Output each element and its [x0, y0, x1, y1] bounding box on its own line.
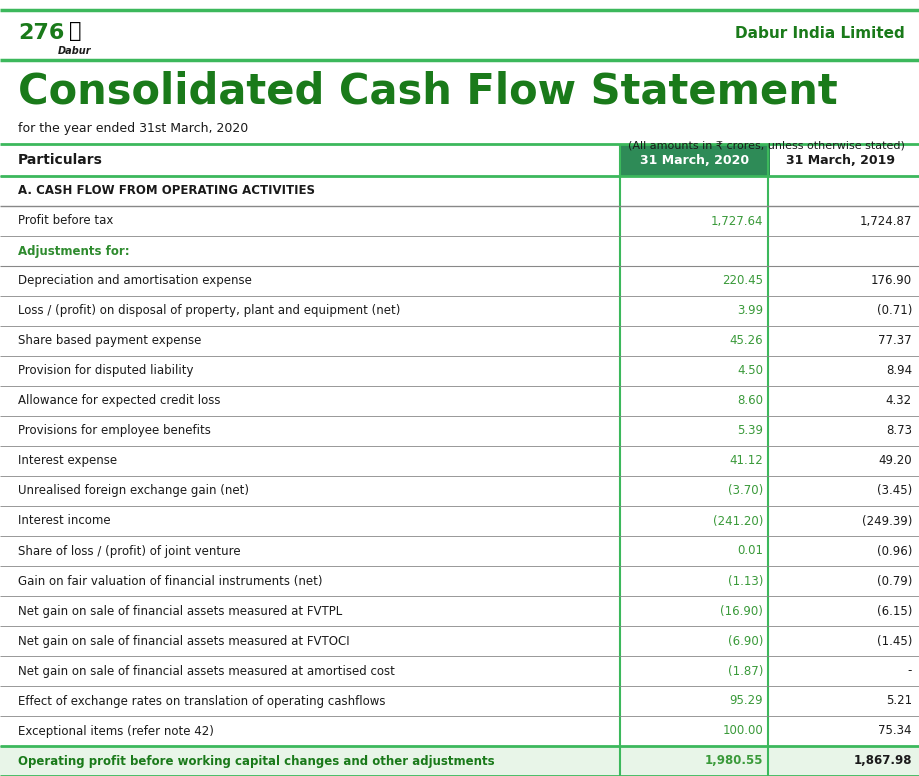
Text: Effect of exchange rates on translation of operating cashflows: Effect of exchange rates on translation … [18, 695, 385, 708]
Text: 5.39: 5.39 [736, 424, 762, 438]
Text: 3.99: 3.99 [736, 304, 762, 317]
Text: 🌳: 🌳 [69, 21, 81, 41]
Text: 4.50: 4.50 [736, 365, 762, 377]
Text: Depreciation and amortisation expense: Depreciation and amortisation expense [18, 275, 252, 287]
Text: Dabur India Limited: Dabur India Limited [734, 26, 904, 40]
Text: Net gain on sale of financial assets measured at amortised cost: Net gain on sale of financial assets mea… [18, 664, 394, 677]
Text: Provisions for employee benefits: Provisions for employee benefits [18, 424, 210, 438]
Text: (0.79): (0.79) [876, 574, 911, 587]
Text: Share of loss / (profit) of joint venture: Share of loss / (profit) of joint ventur… [18, 545, 241, 557]
Text: Particulars: Particulars [18, 153, 103, 167]
Text: 77.37: 77.37 [878, 334, 911, 348]
Text: -: - [907, 664, 911, 677]
Text: Interest income: Interest income [18, 514, 110, 528]
Text: Loss / (profit) on disposal of property, plant and equipment (net): Loss / (profit) on disposal of property,… [18, 304, 400, 317]
Text: Adjustments for:: Adjustments for: [18, 244, 130, 258]
Text: 8.60: 8.60 [736, 394, 762, 407]
Text: (All amounts in ₹ crores, unless otherwise stated): (All amounts in ₹ crores, unless otherwi… [628, 140, 904, 150]
Text: (3.45): (3.45) [876, 484, 911, 497]
Text: A. CASH FLOW FROM OPERATING ACTIVITIES: A. CASH FLOW FROM OPERATING ACTIVITIES [18, 185, 314, 198]
Text: (3.70): (3.70) [727, 484, 762, 497]
Text: 1,727.64: 1,727.64 [709, 214, 762, 227]
Bar [619, 144, 769, 176]
Text: 100.00: 100.00 [721, 725, 762, 737]
Text: 220.45: 220.45 [721, 275, 762, 287]
Text: 1,980.55: 1,980.55 [704, 754, 762, 767]
Text: 95.29: 95.29 [729, 695, 762, 708]
Text: 45.26: 45.26 [729, 334, 762, 348]
Text: Net gain on sale of financial assets measured at FVTOCI: Net gain on sale of financial assets mea… [18, 635, 349, 647]
Text: Interest expense: Interest expense [18, 455, 117, 467]
Text: Net gain on sale of financial assets measured at FVTPL: Net gain on sale of financial assets mea… [18, 605, 342, 618]
Text: Dabur: Dabur [58, 46, 92, 56]
Text: (0.96): (0.96) [876, 545, 911, 557]
Text: (1.45): (1.45) [876, 635, 911, 647]
Text: Profit before tax: Profit before tax [18, 214, 113, 227]
Bar [0, 746, 919, 776]
Text: (16.90): (16.90) [720, 605, 762, 618]
Text: (249.39): (249.39) [861, 514, 911, 528]
Text: 4.32: 4.32 [885, 394, 911, 407]
Text: (241.20): (241.20) [712, 514, 762, 528]
Text: 31 March, 2020: 31 March, 2020 [640, 154, 749, 167]
Text: 1,724.87: 1,724.87 [858, 214, 911, 227]
Text: for the year ended 31st March, 2020: for the year ended 31st March, 2020 [18, 122, 248, 135]
Text: Operating profit before working capital changes and other adjustments: Operating profit before working capital … [18, 754, 494, 767]
Text: Consolidated Cash Flow Statement: Consolidated Cash Flow Statement [18, 70, 837, 112]
Text: Gain on fair valuation of financial instruments (net): Gain on fair valuation of financial inst… [18, 574, 323, 587]
Text: 5.21: 5.21 [885, 695, 911, 708]
Text: 49.20: 49.20 [878, 455, 911, 467]
Text: 176.90: 176.90 [870, 275, 911, 287]
Text: (6.15): (6.15) [876, 605, 911, 618]
Text: 41.12: 41.12 [729, 455, 762, 467]
Text: 8.73: 8.73 [885, 424, 911, 438]
Text: 8.94: 8.94 [885, 365, 911, 377]
Text: Unrealised foreign exchange gain (net): Unrealised foreign exchange gain (net) [18, 484, 249, 497]
Text: 75.34: 75.34 [878, 725, 911, 737]
Text: 1,867.98: 1,867.98 [853, 754, 911, 767]
Text: (0.71): (0.71) [876, 304, 911, 317]
Text: (1.13): (1.13) [727, 574, 762, 587]
Text: 0.01: 0.01 [736, 545, 762, 557]
Text: 31 March, 2019: 31 March, 2019 [786, 154, 894, 167]
Text: 276: 276 [18, 23, 64, 43]
Text: Exceptional items (refer note 42): Exceptional items (refer note 42) [18, 725, 213, 737]
Text: Provision for disputed liability: Provision for disputed liability [18, 365, 193, 377]
Text: Allowance for expected credit loss: Allowance for expected credit loss [18, 394, 221, 407]
Text: (6.90): (6.90) [727, 635, 762, 647]
Text: Share based payment expense: Share based payment expense [18, 334, 201, 348]
Text: (1.87): (1.87) [727, 664, 762, 677]
